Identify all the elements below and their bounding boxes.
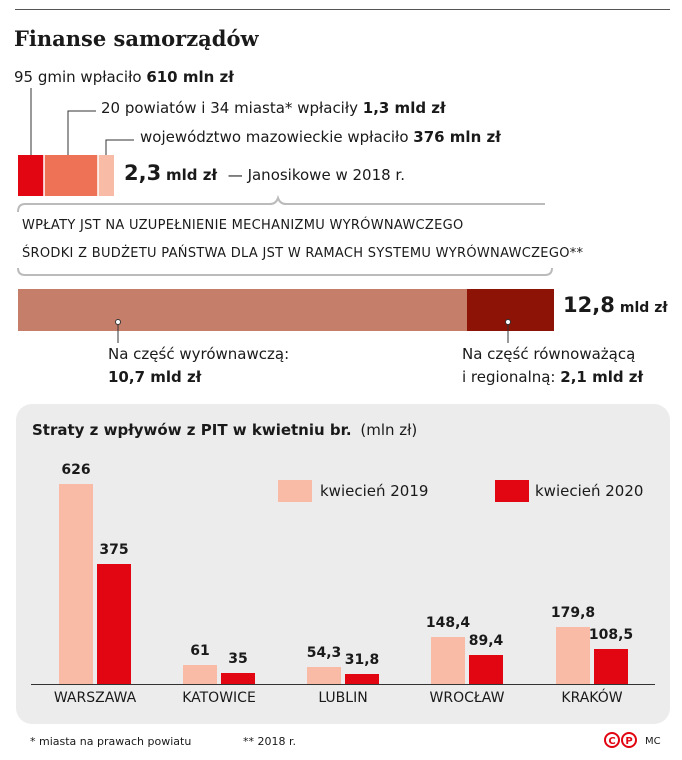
category-label-kraków: KRAKÓW xyxy=(561,690,623,706)
bar-wrocław-2019 xyxy=(431,636,465,684)
janosik-label-gminy: 95 gmin wpłaciło 610 mln zł xyxy=(14,68,234,86)
mechanism-line1: WPŁATY JST NA UZUPEŁNIENIE MECHANIZMU WY… xyxy=(22,218,464,233)
value-label-wrocław-2020: 89,4 xyxy=(468,633,504,650)
value-label-lublin-2020: 31,8 xyxy=(344,651,380,668)
bar-warszawa-2019 xyxy=(59,484,93,684)
value-label-katowice-2020: 35 xyxy=(228,650,248,667)
category-label-warszawa: WARSZAWA xyxy=(53,690,137,706)
bar-warszawa-2020 xyxy=(97,564,131,684)
janosik-bar-powiaty xyxy=(44,155,98,196)
bar-wrocław-2020 xyxy=(469,655,503,684)
footnote-1: * miasta na prawach powiatu xyxy=(30,735,192,748)
leader-line-mazowieckie xyxy=(105,139,134,155)
janosik-label-mazowieckie: województwo mazowieckie wpłaciło 376 mln… xyxy=(140,128,501,146)
janosik-label-powiaty: 20 powiatów i 34 miasta* wpłaciły 1,3 ml… xyxy=(101,99,446,117)
value-label-warszawa-2019: 626 xyxy=(61,462,91,478)
janosik-text-gminy: 95 gmin wpłaciło xyxy=(14,68,147,86)
segment-label-wyrownawcza: Na część wyrównawczą: xyxy=(108,345,290,363)
bar-lublin-2019 xyxy=(307,666,341,684)
legend-swatch-2019 xyxy=(278,480,312,502)
mechanism-bar-rownowazaca xyxy=(467,289,554,331)
bar-kraków-2019 xyxy=(556,626,590,684)
segment-value-rownowazaca: 2,1 mld zł xyxy=(560,368,644,386)
janosik-value-gminy: 610 mln zł xyxy=(146,68,234,86)
svg-text:P: P xyxy=(625,736,632,747)
segment-label-regionalna-text: i regionalną: xyxy=(462,368,556,386)
bar-katowice-2019 xyxy=(183,664,217,684)
bracket-total xyxy=(17,267,553,276)
legend-label-2019: kwiecień 2019 xyxy=(320,482,429,500)
bar-lublin-2020 xyxy=(345,673,379,684)
janosik-value-powiaty: 1,3 mld zł xyxy=(362,99,446,117)
segment-value-wyrownawcza: 10,7 mld zł xyxy=(108,368,202,386)
mechanism-total-value: 12,8 xyxy=(563,293,615,317)
value-label-lublin-2019: 54,3 xyxy=(306,644,342,661)
legend-label-2020: kwiecień 2020 xyxy=(535,482,644,500)
mechanism-bar-wyrownawcza xyxy=(18,289,467,331)
svg-text:C: C xyxy=(608,736,615,747)
janosik-text-mazowieckie: województwo mazowieckie wpłaciło xyxy=(140,128,414,146)
footnote-2: ** 2018 r. xyxy=(243,735,296,748)
janosik-value-mazowieckie: 376 mln zł xyxy=(413,128,501,146)
page-title: Finanse samorządów xyxy=(14,26,259,51)
legend-swatch-2020 xyxy=(495,480,529,502)
value-label-warszawa-2020: 375 xyxy=(99,542,129,559)
mechanism-total-unit: mld zł xyxy=(619,300,668,316)
copyright-logo: C P xyxy=(604,732,637,748)
chart-title-text: Straty z wpływów z PIT w kwietniu br. xyxy=(32,421,352,439)
top-rule xyxy=(15,9,670,10)
category-label-katowice: KATOWICE xyxy=(182,690,256,706)
bar-katowice-2020 xyxy=(221,672,255,684)
janosik-text-powiaty: 20 powiatów i 34 miasta* wpłaciły xyxy=(101,99,363,117)
janosik-total-unit: mld zł xyxy=(165,166,218,184)
value-label-wrocław-2019: 148,4 xyxy=(425,614,471,631)
category-label-lublin: LUBLIN xyxy=(318,690,368,706)
category-label-wrocław: WROCŁAW xyxy=(429,690,505,706)
leader-line-powiaty xyxy=(67,110,96,155)
chart-unit: (mln zł) xyxy=(360,421,418,439)
janosik-bar-mazowieckie xyxy=(98,155,114,196)
value-label-kraków-2019: 179,8 xyxy=(550,604,596,621)
bar-kraków-2020 xyxy=(594,649,628,684)
author-credit: MC xyxy=(645,736,661,747)
chart-baseline xyxy=(31,684,655,685)
janosik-total: 2,3 mld zł — Janosikowe w 2018 r. xyxy=(124,161,405,185)
mechanism-line2: ŚRODKI Z BUDŻETU PAŃSTWA DLA JST W RAMAC… xyxy=(22,246,584,261)
janosik-bar-gminy xyxy=(18,155,44,196)
segment-label-regionalna: i regionalną: 2,1 mld zł xyxy=(462,368,643,386)
bracket-wplaty xyxy=(17,194,545,213)
chart-title: Straty z wpływów z PIT w kwietniu br. (m… xyxy=(32,421,417,439)
janosik-total-value: 2,3 xyxy=(124,161,162,185)
janosik-graphic xyxy=(17,88,554,343)
value-label-kraków-2020: 108,5 xyxy=(588,627,634,644)
mechanism-total: 12,8 mld zł xyxy=(563,293,668,317)
janosik-total-text: — Janosikowe w 2018 r. xyxy=(227,166,405,184)
segment-label-rownowazaca: Na część równoważącą xyxy=(462,345,636,363)
value-label-katowice-2019: 61 xyxy=(190,642,210,659)
